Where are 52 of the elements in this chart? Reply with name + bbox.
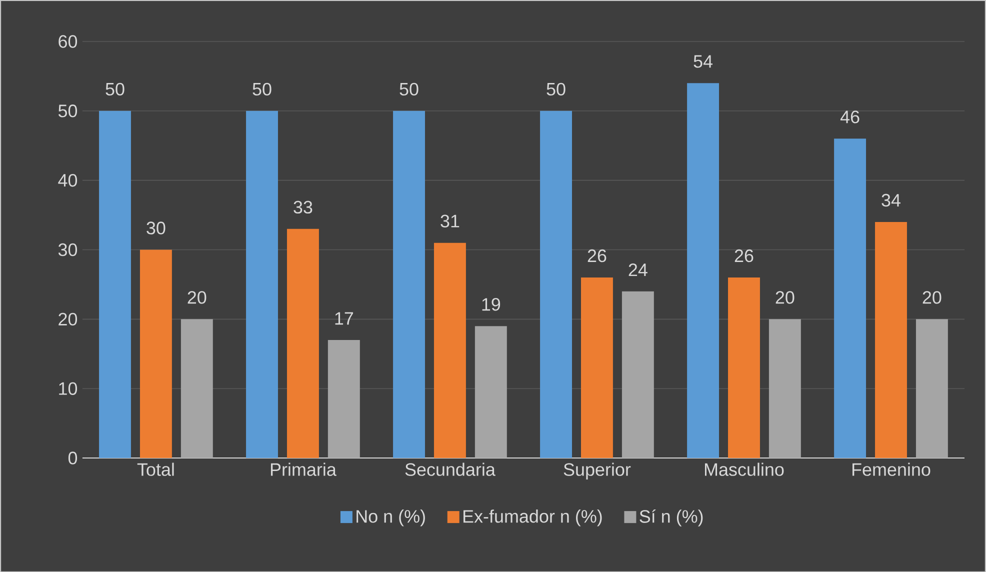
bar	[580, 277, 613, 458]
bar	[140, 250, 172, 458]
bar	[687, 82, 720, 458]
bar	[834, 138, 866, 458]
bar	[393, 110, 425, 458]
data-label: 26	[588, 249, 606, 262]
x-tick-label: Total	[137, 462, 174, 476]
data-label: 20	[188, 290, 206, 304]
bar	[99, 110, 131, 458]
bar	[434, 242, 466, 458]
bar	[728, 277, 760, 458]
data-label: 50	[106, 82, 124, 96]
bar	[286, 228, 319, 458]
data-label: 46	[840, 110, 860, 124]
x-tick-label: Primaria	[270, 462, 336, 476]
x-tick-label: Femenino	[852, 462, 930, 476]
data-label: 50	[400, 82, 418, 96]
data-label: 50	[252, 82, 272, 96]
data-label: 26	[734, 249, 754, 262]
y-tick-label: 10	[59, 382, 78, 395]
bar	[916, 318, 948, 458]
x-tick-label: Secundaria	[405, 462, 496, 476]
data-label: 19	[482, 298, 500, 311]
bar	[875, 222, 907, 458]
y-tick-label: 0	[68, 451, 78, 464]
data-label: 50	[546, 82, 566, 96]
bar	[246, 110, 278, 458]
bar	[540, 110, 572, 458]
legend-label: Sí n (%)	[640, 509, 703, 526]
data-label: 34	[882, 194, 900, 206]
y-tick-label: 50	[58, 104, 78, 118]
bar	[768, 318, 801, 458]
legend-label: No n (%)	[356, 509, 425, 526]
x-tick-label: Superior	[564, 462, 631, 480]
y-tick-label: 30	[58, 243, 78, 256]
data-label: 24	[628, 263, 648, 276]
data-label: 30	[146, 221, 166, 234]
data-label: 20	[922, 290, 942, 304]
x-tick-label: Masculino	[704, 462, 784, 476]
data-label: 20	[776, 290, 794, 304]
bar	[622, 291, 654, 458]
bar	[328, 340, 360, 458]
y-tick-label: 40	[58, 174, 78, 186]
data-label: 33	[294, 200, 312, 214]
data-label: 17	[335, 312, 354, 324]
y-tick-label: 60	[58, 34, 78, 48]
data-label: 54	[694, 55, 713, 68]
bar	[180, 318, 213, 458]
bar	[474, 326, 507, 458]
legend-label: Ex-fumador n (%)	[464, 509, 602, 526]
y-tick-label: 20	[58, 312, 78, 326]
data-label: 31	[440, 214, 460, 228]
